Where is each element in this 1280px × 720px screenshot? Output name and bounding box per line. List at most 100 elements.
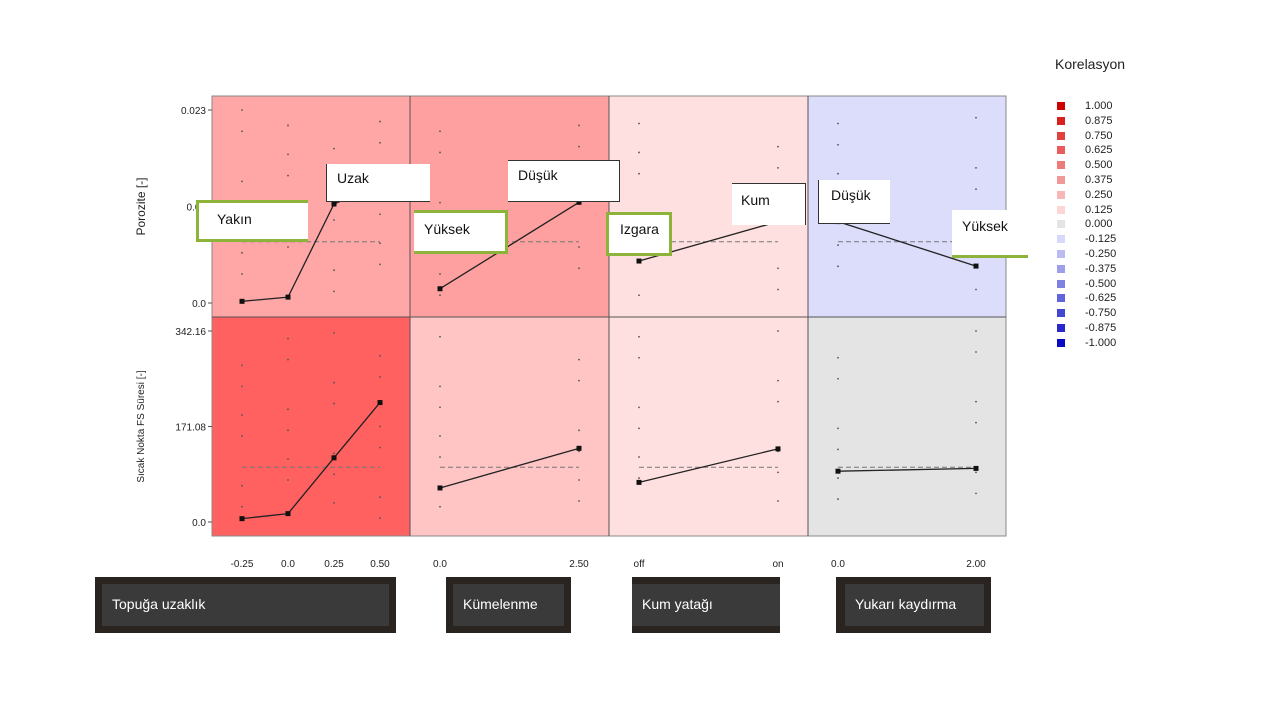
sample-dot <box>578 124 580 127</box>
y-tick-label: 0.0 <box>192 299 206 310</box>
y-axis-label-1: Sıcak Nokta FS Süresi [-] <box>136 370 147 482</box>
series-line-r1-c2 <box>638 448 779 483</box>
sample-dot <box>578 246 580 248</box>
x-tick-label: 0.0 <box>831 559 845 570</box>
data-point-r1-c0-1 <box>285 511 291 517</box>
sample-dot <box>241 505 243 508</box>
sample-dot <box>638 335 640 338</box>
series-line-r0-c3 <box>837 220 977 267</box>
sample-dot <box>578 379 580 382</box>
legend-swatch <box>1057 294 1065 303</box>
callout-kum: Kum <box>732 183 806 225</box>
sample-dot <box>379 141 381 144</box>
legend-label: -0.250 <box>1085 248 1117 260</box>
legend-label: 0.500 <box>1085 159 1113 172</box>
sample-dot <box>837 477 839 479</box>
sample-dot <box>975 330 977 332</box>
data-point-r1-c0-3 <box>377 400 383 406</box>
sample-dot <box>241 273 243 275</box>
sample-dot <box>379 242 381 245</box>
sample-dot <box>837 143 839 146</box>
sample-dot <box>638 456 640 458</box>
x-tick-label: 0.0 <box>281 559 295 570</box>
sample-dot <box>379 496 381 499</box>
sample-dot <box>837 377 839 380</box>
data-point-r1-c1-0 <box>437 485 443 491</box>
x-tick-label: 2.00 <box>966 559 986 570</box>
sample-dot <box>777 500 779 502</box>
sample-dot <box>241 414 243 416</box>
sample-dot <box>379 354 381 357</box>
legend-label: 0.125 <box>1085 203 1113 216</box>
sample-dot <box>578 358 580 361</box>
sample-dot <box>379 120 381 123</box>
legend-label: -0.875 <box>1085 322 1117 334</box>
sample-dot <box>241 435 243 437</box>
data-point-r1-c3-1 <box>973 465 979 471</box>
callout-yakin: Yakın <box>196 200 308 242</box>
sample-dot <box>439 335 441 338</box>
legend-label: -0.750 <box>1085 307 1117 320</box>
sample-dot <box>975 188 977 191</box>
legend-title: Korelasyon <box>1055 56 1126 72</box>
footer-kum-yatagi: Kum yatağı <box>632 577 780 633</box>
x-tick-label: 0.25 <box>324 559 344 570</box>
legend-swatch <box>1057 324 1065 332</box>
sample-dot <box>777 145 779 148</box>
sample-dot <box>578 450 580 453</box>
sample-dot <box>638 294 640 297</box>
sample-dot <box>241 364 243 367</box>
sample-dot <box>333 402 335 405</box>
sample-dot <box>638 427 640 430</box>
legend-swatch <box>1057 146 1065 155</box>
data-point-r1-c0-0 <box>239 516 245 522</box>
series-line-r1-c0 <box>241 402 381 520</box>
sample-dot <box>439 273 441 275</box>
x-tick-label: 2.50 <box>569 559 589 570</box>
sample-dot <box>333 147 335 150</box>
panel-r1-c1 <box>410 317 609 536</box>
sample-dot <box>777 400 779 403</box>
sample-dot <box>638 356 640 359</box>
callout-yuksek-2: Yüksek <box>952 210 1028 258</box>
sample-dot <box>379 517 381 520</box>
sample-dot <box>777 267 779 270</box>
legend-label: 0.625 <box>1085 144 1113 157</box>
sample-dot <box>333 219 335 221</box>
legend-swatch <box>1057 205 1065 214</box>
sample-dot <box>975 400 977 403</box>
x-tick-label: -0.25 <box>231 559 254 570</box>
sample-dot <box>379 263 381 266</box>
series-line-r1-c1 <box>439 447 580 489</box>
sample-dot <box>333 502 335 504</box>
legend-label: -0.125 <box>1085 233 1117 246</box>
x-tick-label: on <box>772 559 783 570</box>
sample-dot <box>287 429 289 432</box>
sample-dot <box>777 167 779 169</box>
sample-dot <box>287 174 289 177</box>
sample-dot <box>837 427 839 430</box>
sample-dot <box>638 477 640 479</box>
sample-dot <box>975 471 977 474</box>
sample-dot <box>333 269 335 272</box>
sample-dot <box>975 492 977 495</box>
data-point-r1-c0-2 <box>331 455 337 461</box>
footer-topuga-uzaklik: Topuğa uzaklık <box>95 577 396 633</box>
callout-izgara: Izgara <box>606 212 672 256</box>
sample-dot <box>975 167 977 169</box>
sample-dot <box>241 109 243 111</box>
sample-dot <box>439 456 441 458</box>
sample-dot <box>975 288 977 291</box>
sample-dot <box>379 375 381 378</box>
sample-dot <box>379 446 381 449</box>
panel-r1-c2 <box>609 317 808 536</box>
legend-swatch <box>1057 116 1065 125</box>
legend-label: 0.000 <box>1085 218 1113 231</box>
legend-label: 0.375 <box>1085 174 1113 186</box>
y-axis-label-0: Porozite [-] <box>134 177 148 235</box>
x-tick-label: 0.0 <box>433 559 447 570</box>
sample-dot <box>837 498 839 500</box>
data-point-r1-c1-1 <box>576 445 582 451</box>
legend-swatch <box>1057 338 1065 347</box>
